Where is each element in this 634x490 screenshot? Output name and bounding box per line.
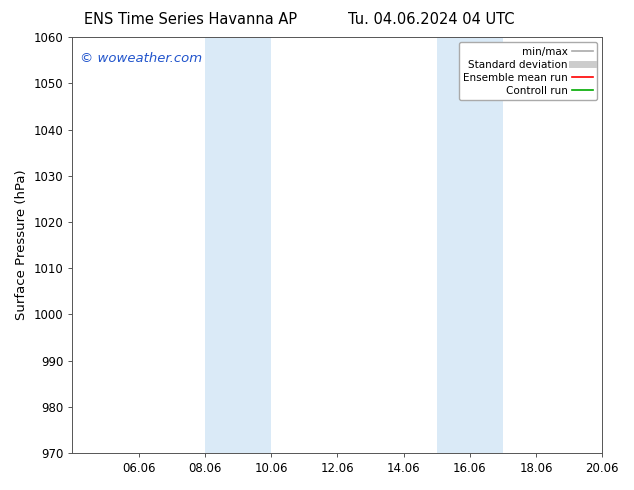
Text: Tu. 04.06.2024 04 UTC: Tu. 04.06.2024 04 UTC: [348, 12, 514, 27]
Bar: [205, 37, 271, 453]
Text: ENS Time Series Havanna AP: ENS Time Series Havanna AP: [84, 12, 297, 27]
Legend: min/max, Standard deviation, Ensemble mean run, Controll run: min/max, Standard deviation, Ensemble me…: [459, 42, 597, 100]
Bar: [437, 37, 503, 453]
Y-axis label: Surface Pressure (hPa): Surface Pressure (hPa): [15, 170, 28, 320]
Text: © woweather.com: © woweather.com: [81, 52, 202, 65]
